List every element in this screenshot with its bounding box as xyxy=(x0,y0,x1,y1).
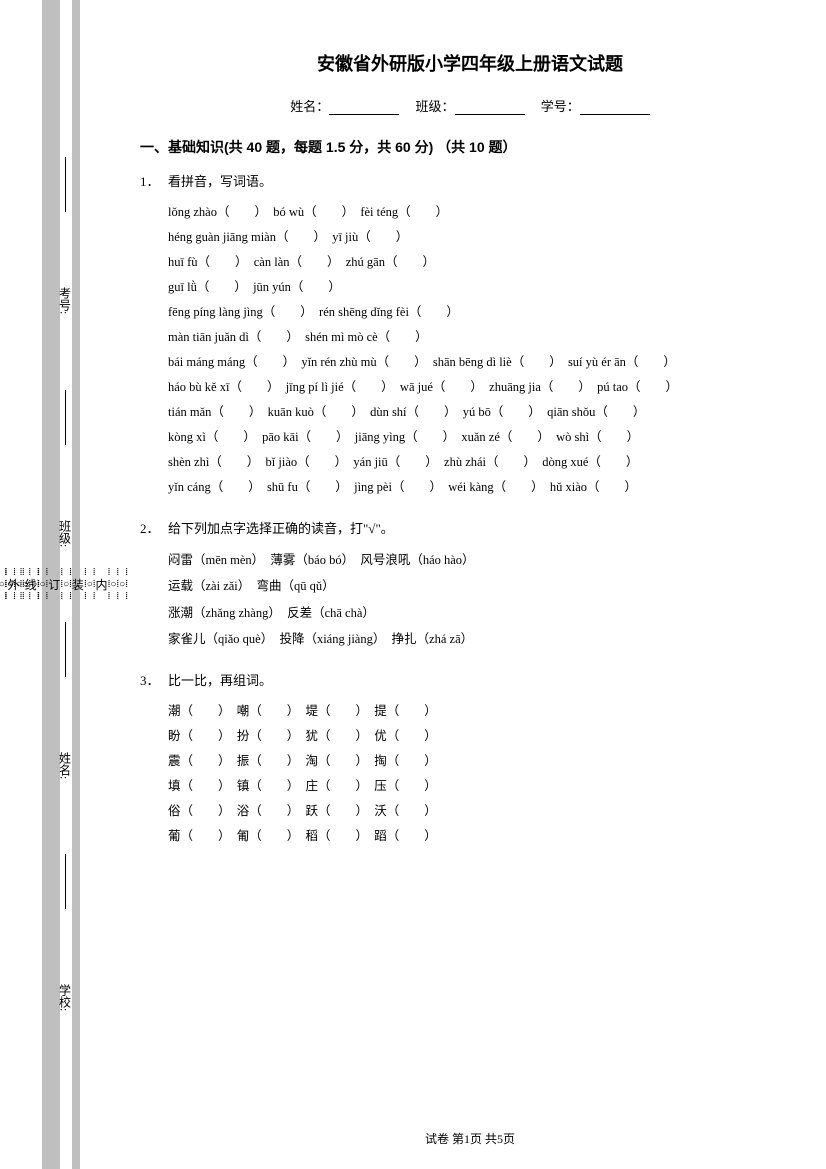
pair-line: 潮（ ） 嘲（ ） 堤（ ） 提（ ） xyxy=(168,699,800,724)
pair-line: 震（ ） 振（ ） 淘（ ） 掏（ ） xyxy=(168,749,800,774)
q2-option-lines: 闷雷（mēn mèn） 薄雾（báo bó） 风号浪吼（háo hào） 运载（… xyxy=(168,547,800,652)
question-number: 3． xyxy=(140,670,168,849)
page-content: 安徽省外研版小学四年级上册语文试题 姓名： 班级： 学号： 一、基础知识(共 4… xyxy=(140,50,800,863)
page-footer: 试卷 第1页 共5页 xyxy=(140,1130,800,1147)
pinyin-line: háo bù kě xī（ ） jīng pí lì jié（ ） wā jué… xyxy=(168,375,800,400)
pinyin-line: màn tiān juǎn dì（ ） shén mì mò cè（ ） xyxy=(168,325,800,350)
pinyin-line: bái máng máng（ ） yǐn rén zhù mù（ ） shān … xyxy=(168,350,800,375)
question-number: 1． xyxy=(140,171,168,500)
pinyin-line: yǐn cáng（ ） shū fu（ ） jìng pèi（ ） wéi kà… xyxy=(168,475,800,500)
dots: ⁞⁞⁞ xyxy=(69,567,72,603)
binding-char-inner: 装 xyxy=(72,576,84,593)
binding-circle: ○ xyxy=(110,579,116,590)
student-meta-line: 姓名： 班级： 学号： xyxy=(140,96,800,115)
meta-class-label: 班级： xyxy=(415,99,454,114)
meta-id-blank[interactable] xyxy=(580,101,650,115)
dots: ⁞⁞⁞ xyxy=(116,567,119,603)
dots: ⁞⁞⁞ xyxy=(125,567,128,603)
binding-circle: ○ xyxy=(39,579,45,590)
dots: ⁞⁞⁞ xyxy=(13,567,16,603)
doc-title: 安徽省外研版小学四年级上册语文试题 xyxy=(140,50,800,76)
field-underline xyxy=(65,390,66,445)
binding-inner-column: ⁞⁞⁞ ○ ⁞⁞⁞ ○ ⁞⁞⁞ 内 ⁞⁞⁞ ○ ⁞⁞⁞ 装 ⁞⁞⁞ ○ ⁞⁞⁞ … xyxy=(88,0,128,1169)
question-2: 2． 给下列加点字选择正确的读音，打"√"。 闷雷（mēn mèn） 薄雾（bá… xyxy=(140,518,800,652)
dots: ⁞⁞⁞ xyxy=(46,567,49,603)
dots: ⁞⁞⁞ xyxy=(37,567,40,603)
question-stem: 看拼音，写词语。 xyxy=(168,171,800,190)
meta-name-blank[interactable] xyxy=(329,101,399,115)
question-1: 1． 看拼音，写词语。 lǒng zhào（ ） bó wù（ ） fèi té… xyxy=(140,171,800,500)
binding-char-inner: 线 xyxy=(25,576,37,593)
meta-class-blank[interactable] xyxy=(455,101,525,115)
pinyin-line: huī fù（ ） càn làn（ ） zhú gān（ ） xyxy=(168,250,800,275)
dots: ⁞⁞⁞ xyxy=(84,567,87,603)
question-3: 3． 比一比，再组词。 潮（ ） 嘲（ ） 堤（ ） 提（ ） 盼（ ） 扮（ … xyxy=(140,670,800,849)
dots: ⁞⁞⁞ xyxy=(108,567,111,603)
binding-char-inner: 内 xyxy=(96,576,108,593)
dots: ⁞⁞⁞ xyxy=(93,567,96,603)
field-underline xyxy=(65,157,66,212)
question-stem: 给下列加点字选择正确的读音，打"√"。 xyxy=(168,518,800,537)
section-heading: 一、基础知识(共 40 题，每题 1.5 分，共 60 分) （共 10 题） xyxy=(140,137,800,157)
pinyin-line: héng guàn jiāng miàn（ ） yī jiù（ ） xyxy=(168,225,800,250)
q3-pair-lines: 潮（ ） 嘲（ ） 堤（ ） 提（ ） 盼（ ） 扮（ ） 犹（ ） 优（ ） … xyxy=(168,699,800,849)
option-line: 涨潮（zhǎng zhàng） 反差（chā chà） xyxy=(168,600,800,626)
dots: ⁞⁞⁞ xyxy=(60,567,63,603)
binding-circle: ○ xyxy=(87,579,93,590)
pinyin-line: fēng píng làng jìng（ ） rén shēng dǐng fè… xyxy=(168,300,800,325)
pinyin-line: lǒng zhào（ ） bó wù（ ） fèi téng（ ） xyxy=(168,200,800,225)
binding-circle: ○ xyxy=(63,579,69,590)
binding-circle: ○ xyxy=(16,579,22,590)
option-line: 闷雷（mēn mèn） 薄雾（báo bó） 风号浪吼（háo hào） xyxy=(168,547,800,573)
field-name: 姓名: xyxy=(57,752,74,779)
pair-line: 葡（ ） 匍（ ） 稻（ ） 蹈（ ） xyxy=(168,824,800,849)
pair-line: 填（ ） 镇（ ） 庄（ ） 压（ ） xyxy=(168,774,800,799)
pinyin-line: tián mǎn（ ） kuān kuò（ ） dùn shí（ ） yú bō… xyxy=(168,400,800,425)
binding-circle: ○ xyxy=(119,579,125,590)
field-underline xyxy=(65,622,66,677)
pinyin-line: shèn zhì（ ） bǐ jiào（ ） yán jiū（ ） zhù zh… xyxy=(168,450,800,475)
q1-pinyin-lines: lǒng zhào（ ） bó wù（ ） fèi téng（ ） héng g… xyxy=(168,200,800,500)
field-school: 学校: xyxy=(57,984,74,1011)
meta-name-label: 姓名： xyxy=(290,99,329,114)
field-examno: 考号: xyxy=(57,287,74,314)
dots: ⁞⁞⁞ xyxy=(22,567,25,603)
pair-line: 俗（ ） 浴（ ） 跃（ ） 沃（ ） xyxy=(168,799,800,824)
dots: ⁞⁞⁞ xyxy=(4,567,7,603)
question-number: 2． xyxy=(140,518,168,652)
field-underline xyxy=(65,854,66,909)
pinyin-line: guī lǜ（ ） jūn yún（ ） xyxy=(168,275,800,300)
option-line: 运载（zài zǎi） 弯曲（qū qǔ） xyxy=(168,573,800,599)
field-class: 班级: xyxy=(57,520,74,547)
pinyin-line: kòng xì（ ） pāo kāi（ ） jiāng yìng（ ） xuǎn… xyxy=(168,425,800,450)
option-line: 家雀儿（qiǎo què） 投降（xiáng jiàng） 挣扎（zhá zā） xyxy=(168,626,800,652)
binding-circle: ○ xyxy=(7,579,13,590)
binding-char-inner: 订 xyxy=(48,576,60,593)
question-stem: 比一比，再组词。 xyxy=(168,670,800,689)
meta-id-label: 学号： xyxy=(541,99,580,114)
pair-line: 盼（ ） 扮（ ） 犹（ ） 优（ ） xyxy=(168,724,800,749)
